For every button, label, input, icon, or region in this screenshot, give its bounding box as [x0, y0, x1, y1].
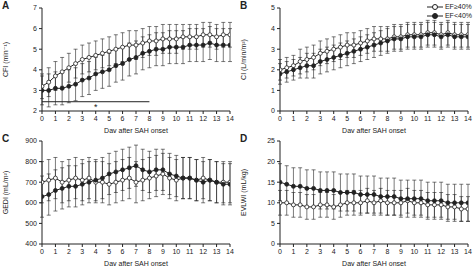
- svg-text:0: 0: [40, 115, 44, 122]
- svg-text:10: 10: [410, 248, 418, 255]
- svg-text:0: 0: [271, 240, 275, 247]
- svg-text:7: 7: [134, 115, 138, 122]
- svg-text:900: 900: [25, 137, 37, 144]
- svg-text:12: 12: [437, 248, 445, 255]
- svg-text:5: 5: [345, 248, 349, 255]
- html-text:A: A: [2, 0, 10, 11]
- svg-text:EVLWI (mL/kg): EVLWI (mL/kg): [240, 169, 248, 216]
- svg-text:GEDI (mL/m²): GEDI (mL/m²): [8, 171, 10, 215]
- svg-text:11: 11: [424, 248, 431, 255]
- svg-text:600: 600: [25, 199, 37, 206]
- svg-text:9: 9: [161, 115, 165, 122]
- svg-text:7: 7: [134, 248, 138, 255]
- svg-text:CI (L/min/m²): CI (L/min/m²): [240, 39, 248, 80]
- svg-text:400: 400: [25, 240, 37, 247]
- svg-text:5: 5: [107, 115, 111, 122]
- svg-text:3: 3: [318, 248, 322, 255]
- svg-text:Day after SAH onset: Day after SAH onset: [342, 127, 406, 133]
- svg-text:5: 5: [271, 220, 275, 227]
- svg-text:3: 3: [33, 87, 37, 94]
- svg-text:8: 8: [385, 248, 389, 255]
- svg-text:6: 6: [121, 248, 125, 255]
- svg-text:1: 1: [271, 87, 275, 94]
- svg-text:14: 14: [464, 115, 468, 122]
- svg-text:800: 800: [25, 158, 37, 165]
- svg-text:0: 0: [278, 248, 282, 255]
- svg-text:10: 10: [172, 115, 180, 122]
- svg-text:25: 25: [267, 137, 275, 144]
- svg-text:3: 3: [80, 115, 84, 122]
- svg-text:6: 6: [33, 25, 37, 32]
- svg-text:13: 13: [451, 115, 459, 122]
- svg-text:10: 10: [410, 115, 418, 122]
- svg-text:2: 2: [67, 248, 71, 255]
- svg-text:4: 4: [332, 248, 336, 255]
- svg-text:13: 13: [213, 115, 221, 122]
- svg-text:9: 9: [161, 248, 165, 255]
- svg-text:4: 4: [94, 115, 98, 122]
- svg-text:CFI (min⁻¹): CFI (min⁻¹): [8, 42, 10, 77]
- svg-text:9: 9: [399, 115, 403, 122]
- svg-text:2: 2: [305, 248, 309, 255]
- svg-text:8: 8: [147, 115, 151, 122]
- svg-text:Day after SAH onset: Day after SAH onset: [104, 127, 168, 133]
- svg-text:11: 11: [186, 115, 193, 122]
- svg-text:1: 1: [53, 248, 57, 255]
- svg-text:6: 6: [121, 115, 125, 122]
- svg-text:12: 12: [199, 115, 207, 122]
- svg-text:6: 6: [359, 115, 363, 122]
- svg-text:11: 11: [424, 115, 431, 122]
- svg-text:5: 5: [107, 248, 111, 255]
- svg-text:7: 7: [372, 115, 376, 122]
- svg-text:5: 5: [33, 46, 37, 53]
- svg-text:9: 9: [399, 248, 403, 255]
- svg-text:0: 0: [40, 248, 44, 255]
- svg-text:12: 12: [437, 115, 445, 122]
- svg-text:500: 500: [25, 220, 37, 227]
- svg-text:8: 8: [385, 115, 389, 122]
- svg-text:20: 20: [267, 158, 275, 165]
- svg-text:3: 3: [80, 248, 84, 255]
- svg-text:700: 700: [25, 179, 37, 186]
- svg-text:4: 4: [271, 25, 275, 32]
- html-text:D: D: [240, 133, 248, 144]
- svg-text:15: 15: [267, 179, 275, 186]
- svg-text:2: 2: [67, 115, 71, 122]
- svg-text:3: 3: [271, 46, 275, 53]
- svg-text:13: 13: [213, 248, 221, 255]
- svg-text:2: 2: [33, 107, 37, 114]
- svg-text:*: *: [94, 102, 98, 112]
- html-text:EF<40%: EF<40%: [445, 12, 472, 19]
- svg-text:0: 0: [278, 115, 282, 122]
- svg-text:10: 10: [267, 199, 275, 206]
- svg-text:2: 2: [305, 115, 309, 122]
- svg-text:1: 1: [53, 115, 57, 122]
- svg-text:13: 13: [451, 248, 459, 255]
- svg-text:Day after SAH onset: Day after SAH onset: [342, 260, 406, 266]
- svg-text:6: 6: [359, 248, 363, 255]
- svg-text:1: 1: [291, 248, 295, 255]
- svg-text:5: 5: [345, 115, 349, 122]
- html-text:C: C: [2, 133, 10, 144]
- svg-text:4: 4: [94, 248, 98, 255]
- svg-text:4: 4: [332, 115, 336, 122]
- svg-text:0: 0: [271, 107, 275, 114]
- svg-text:10: 10: [172, 248, 180, 255]
- html-text:EF≥40%: EF≥40%: [445, 3, 472, 10]
- svg-text:14: 14: [226, 115, 234, 122]
- html-text:B: B: [240, 0, 248, 11]
- svg-text:5: 5: [271, 4, 275, 11]
- svg-text:11: 11: [186, 248, 193, 255]
- svg-text:7: 7: [33, 4, 37, 11]
- svg-text:Day after SAH onset: Day after SAH onset: [104, 260, 168, 266]
- svg-text:4: 4: [33, 66, 37, 73]
- svg-text:3: 3: [318, 115, 322, 122]
- svg-text:14: 14: [464, 248, 468, 255]
- svg-text:1: 1: [291, 115, 295, 122]
- svg-text:2: 2: [271, 66, 275, 73]
- svg-text:8: 8: [147, 248, 151, 255]
- svg-text:7: 7: [372, 248, 376, 255]
- svg-text:12: 12: [199, 248, 207, 255]
- svg-text:14: 14: [226, 248, 234, 255]
